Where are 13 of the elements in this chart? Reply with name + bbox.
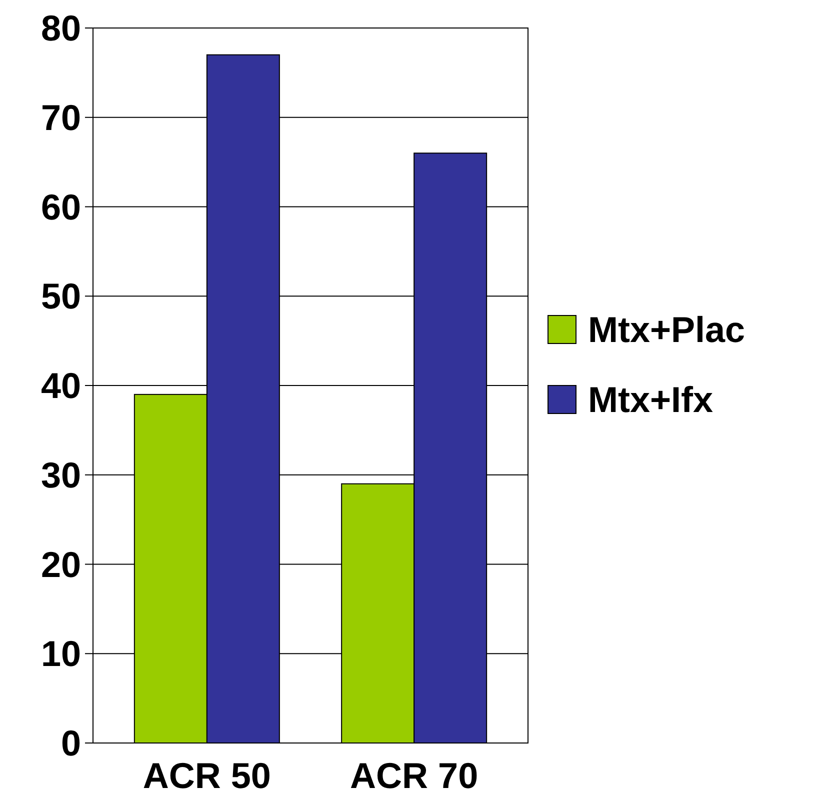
y-tick-label: 10: [40, 633, 81, 674]
y-tick-label: 50: [40, 276, 81, 317]
y-tick-label: 30: [40, 454, 81, 496]
y-tick-label: 60: [40, 186, 81, 228]
y-tick-label: 70: [40, 96, 81, 138]
legend-label: Mtx+Plac: [588, 309, 746, 350]
y-tick-label: 20: [40, 544, 81, 585]
x-tick-label: ACR 70: [350, 755, 478, 796]
legend-label: Mtx+Ifx: [588, 379, 714, 420]
y-tick-label: 0: [60, 722, 81, 764]
y-tick-label: 80: [40, 8, 81, 49]
y-tick-label: 40: [40, 365, 81, 406]
x-tick-label: ACR 50: [142, 755, 271, 796]
